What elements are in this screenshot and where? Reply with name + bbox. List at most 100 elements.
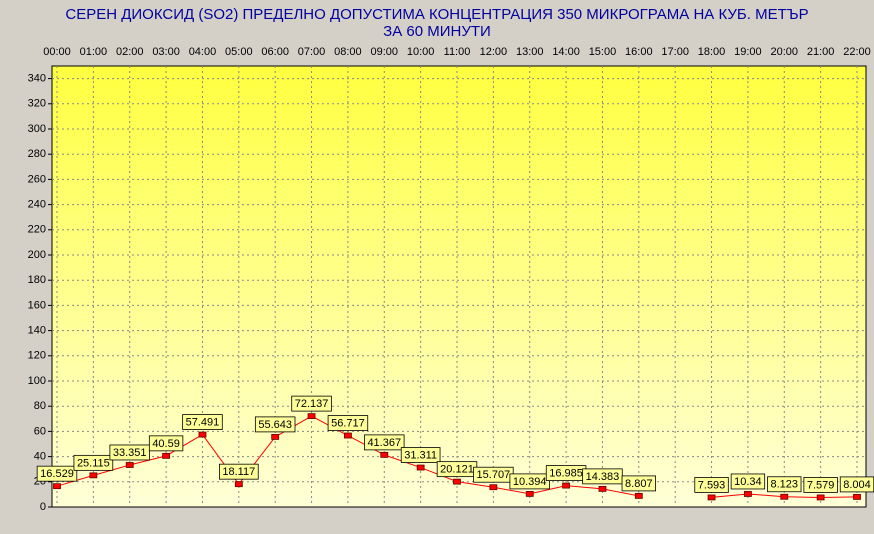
marker: [598, 485, 607, 492]
x-tick-label: 19:00: [734, 46, 762, 58]
chart-title: СЕРЕН ДИОКСИД (SO2) ПРЕДЕЛНО ДОПУСТИМА К…: [65, 6, 808, 23]
data-label: 20.121: [436, 461, 478, 478]
x-tick-label: 21:00: [807, 46, 835, 58]
x-tick-label: 14:00: [552, 46, 580, 58]
data-label-text: 33.351: [113, 447, 147, 459]
data-label-text: 20.121: [440, 464, 474, 476]
marker: [525, 491, 534, 497]
x-tick-label: 06:00: [261, 46, 289, 58]
data-label: 10.394: [509, 473, 550, 490]
data-label: 56.717: [327, 415, 369, 431]
data-label-text: 41.367: [367, 437, 401, 449]
data-label-text: 56.717: [331, 417, 365, 429]
data-label: 16.529: [36, 465, 78, 482]
marker: [198, 431, 207, 438]
data-label-text: 14.383: [586, 471, 620, 483]
x-tick-label: 12:00: [480, 46, 508, 58]
y-tick-label: 280: [28, 148, 46, 160]
data-label-box: [291, 395, 332, 412]
data-label-box: [109, 444, 150, 461]
data-label-text: 7.593: [698, 479, 726, 491]
data-label-box: [36, 465, 78, 482]
chart-title: ЗА 60 МИНУТИ: [383, 23, 491, 40]
data-label-text: 15.707: [477, 469, 511, 481]
data-label: 40.59: [148, 435, 184, 452]
data-label-text: 25.115: [77, 457, 110, 469]
y-tick-label: 80: [34, 400, 46, 412]
data-label: 55.643: [254, 416, 296, 433]
marker: [853, 494, 861, 500]
data-label-text: 72.137: [295, 398, 329, 410]
marker: [234, 481, 243, 488]
y-tick-label: 180: [28, 274, 46, 286]
y-tick-label: 60: [34, 425, 46, 437]
marker: [744, 491, 752, 497]
data-label: 7.579: [803, 477, 838, 493]
y-tick-label: 100: [28, 375, 46, 387]
y-tick-label: 0: [40, 501, 46, 513]
y-tick-label: 340: [28, 73, 46, 85]
data-label: 8.004: [839, 476, 874, 493]
data-label-text: 18.117: [222, 466, 255, 478]
x-tick-label: 03:00: [152, 46, 180, 58]
data-label-text: 10.394: [513, 476, 547, 488]
y-tick-label: 160: [28, 299, 46, 311]
data-label-box: [219, 463, 259, 480]
y-tick-label: 40: [34, 451, 46, 463]
data-label: 15.707: [473, 466, 514, 483]
data-label: 14.383: [582, 468, 623, 485]
data-label-text: 40.59: [152, 438, 180, 450]
data-label-text: 31.311: [404, 449, 437, 461]
data-label-box: [254, 416, 296, 433]
data-label-text: 55.643: [258, 419, 292, 431]
y-tick-label: 120: [28, 350, 46, 362]
x-tick-label: 09:00: [371, 46, 399, 58]
marker: [634, 493, 643, 499]
x-tick-label: 10:00: [407, 46, 435, 58]
data-label: 31.311: [400, 447, 441, 463]
y-tick-label: 200: [28, 249, 46, 261]
x-tick-label: 00:00: [43, 46, 71, 58]
marker: [344, 432, 352, 439]
x-tick-label: 15:00: [589, 46, 617, 58]
marker: [707, 494, 716, 501]
x-tick-label: 18:00: [698, 46, 726, 58]
data-label-text: 8.807: [625, 478, 653, 490]
marker: [380, 451, 389, 458]
y-tick-label: 220: [28, 224, 46, 236]
data-label-box: [148, 435, 184, 452]
data-label-box: [803, 477, 838, 493]
marker: [89, 472, 98, 479]
marker: [416, 464, 425, 471]
data-label-text: 8.004: [843, 479, 871, 491]
x-tick-label: 16:00: [625, 46, 653, 58]
y-tick-label: 140: [28, 325, 46, 337]
x-tick-label: 11:00: [444, 46, 471, 58]
y-tick-label: 240: [28, 199, 46, 211]
data-label-box: [509, 473, 550, 490]
marker: [271, 433, 280, 440]
x-tick-label: 08:00: [334, 46, 362, 58]
marker: [162, 452, 170, 459]
marker: [816, 494, 825, 501]
data-label-text: 8.123: [771, 479, 799, 491]
data-label-box: [182, 414, 223, 430]
marker: [562, 482, 570, 489]
marker: [453, 478, 461, 485]
data-label-text: 16.529: [40, 468, 74, 480]
marker: [307, 413, 316, 420]
data-label-box: [400, 447, 441, 463]
marker: [125, 462, 134, 468]
data-label-box: [694, 477, 729, 493]
x-tick-label: 07:00: [298, 46, 326, 58]
data-label-box: [327, 415, 369, 431]
data-label: 18.117: [219, 463, 259, 480]
marker: [780, 493, 789, 500]
x-tick-label: 13:00: [516, 46, 544, 58]
y-tick-label: 260: [28, 173, 46, 185]
data-label: 8.807: [621, 475, 656, 492]
y-tick-label: 320: [28, 98, 46, 110]
data-label: 72.137: [291, 395, 332, 412]
data-label-box: [73, 454, 114, 471]
